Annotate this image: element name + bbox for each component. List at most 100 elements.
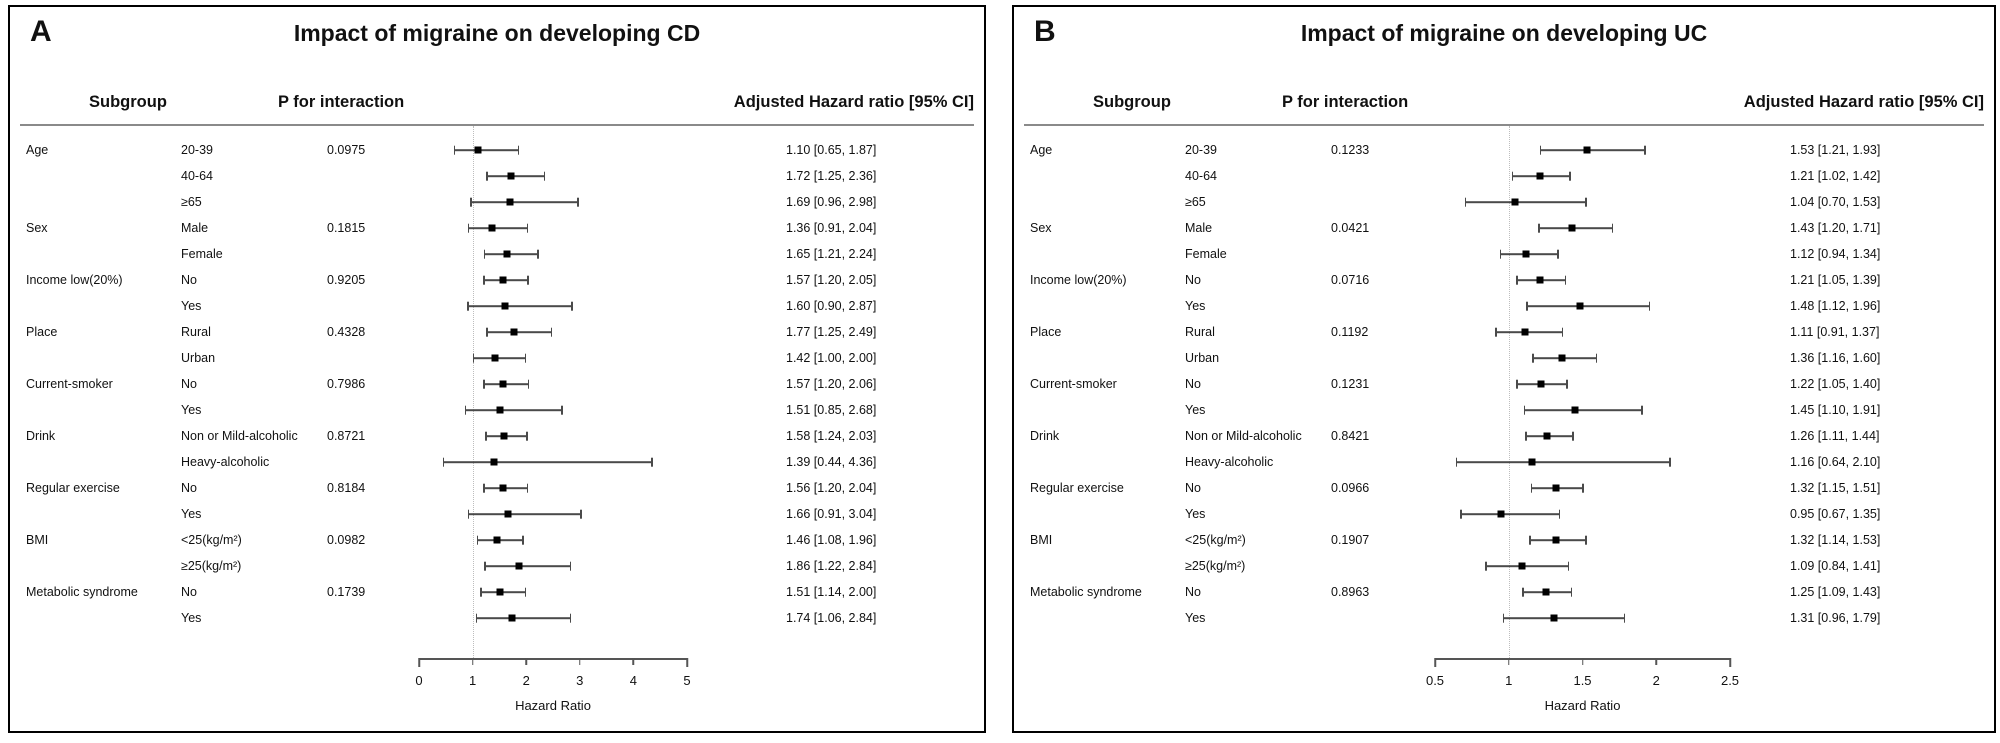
point-marker (1521, 328, 1529, 336)
point-marker (499, 484, 507, 492)
hr-ci-text: 1.66 [0.91, 3.04] (786, 507, 877, 521)
forest-row: Yes 1.74 [1.06, 2.84] (10, 605, 984, 631)
forest-row: Yes 0.95 [0.67, 1.35] (1014, 501, 1994, 527)
forest-row: ≥25(kg/m²) 1.86 [1.22, 2.84] (10, 553, 984, 579)
forest-row: ≥25(kg/m²) 1.09 [0.84, 1.41] (1014, 553, 1994, 579)
hr-ci-text: 1.65 [1.21, 2.24] (786, 247, 877, 261)
level-label: Male (181, 221, 209, 235)
forest-row: 40-64 1.21 [1.02, 1.42] (1014, 163, 1994, 189)
p-value: 0.9205 (327, 273, 366, 287)
axis-tick (471, 658, 474, 665)
subgroup-label: BMI (1030, 533, 1053, 547)
hr-ci-text: 1.53 [1.21, 1.93] (1790, 143, 1881, 157)
point-marker (1558, 354, 1566, 362)
axis-tick-label: 0.5 (1425, 673, 1445, 688)
forest-row: Metabolic syndrome No 0.1739 1.51 [1.14,… (10, 579, 984, 605)
point-marker (1528, 458, 1536, 466)
point-marker (515, 562, 523, 570)
p-value: 0.8421 (1331, 429, 1370, 443)
axis-tick-label: 5 (683, 673, 691, 688)
ci-plot (419, 449, 687, 475)
ci-plot (419, 189, 687, 215)
ci-bar (1538, 227, 1614, 229)
forest-row: Yes 1.66 [0.91, 3.04] (10, 501, 984, 527)
forest-row: Urban 1.42 [1.00, 2.00] (10, 345, 984, 371)
hr-ci-text: 1.72 [1.25, 2.36] (786, 169, 877, 183)
forest-row: Age 20-39 0.1233 1.53 [1.21, 1.93] (1014, 137, 1994, 163)
forest-row: BMI <25(kg/m²) 0.1907 1.32 [1.14, 1.53] (1014, 527, 1994, 553)
rows: Age 20-39 0.1233 1.53 [1.21, 1.93] 40-64… (1014, 137, 1994, 631)
ci-plot (419, 163, 687, 189)
p-value: 0.0966 (1331, 481, 1370, 495)
forest-row: Place Rural 0.4328 1.77 [1.25, 2.49] (10, 319, 984, 345)
ci-plot (1435, 189, 1730, 215)
point-marker (1536, 172, 1544, 180)
ci-bar (1460, 513, 1561, 515)
forest-row: Current-smoker No 0.1231 1.22 [1.05, 1.4… (1014, 371, 1994, 397)
ci-plot (1435, 553, 1730, 579)
ci-bar (464, 409, 563, 411)
ci-plot (1435, 293, 1730, 319)
ci-plot (419, 397, 687, 423)
level-label: Female (181, 247, 223, 261)
point-marker (1537, 380, 1545, 388)
level-label: 20-39 (181, 143, 213, 157)
axis-tick-label: 1 (468, 673, 477, 688)
hr-ci-text: 1.43 [1.20, 1.71] (1790, 221, 1881, 235)
axis-tick (1729, 658, 1731, 667)
x-axis: Hazard Ratio 0 1 2 3 4 5 (415, 651, 691, 721)
ci-bar (470, 201, 579, 203)
point-marker (1497, 510, 1505, 518)
level-label: Urban (181, 351, 216, 365)
forest-row: Yes 1.45 [1.10, 1.91] (1014, 397, 1994, 423)
header-rule (20, 124, 974, 126)
ci-plot (1435, 501, 1730, 527)
ci-plot (1435, 579, 1730, 605)
ci-bar (486, 175, 546, 177)
point-marker (510, 328, 518, 336)
hr-ci-text: 1.51 [1.14, 2.00] (786, 585, 877, 599)
forest-row: Yes 1.60 [0.90, 2.87] (10, 293, 984, 319)
level-label: No (181, 273, 197, 287)
ci-plot (1435, 215, 1730, 241)
ci-plot (1435, 397, 1730, 423)
forest-panel-uc: B Impact of migraine on developing UC Su… (1012, 5, 1996, 733)
point-marker (504, 510, 512, 518)
hr-ci-text: 1.26 [1.11, 1.44] (1790, 429, 1880, 443)
ci-plot (1435, 423, 1730, 449)
level-label: 40-64 (181, 169, 213, 183)
level-label: Yes (1185, 299, 1206, 313)
point-marker (1522, 250, 1530, 258)
axis-tick (686, 658, 688, 667)
hr-ci-text: 1.45 [1.10, 1.91] (1790, 403, 1881, 417)
point-marker (1552, 484, 1560, 492)
rows: Age 20-39 0.0975 1.10 [0.65, 1.87] 40-64… (10, 137, 984, 631)
axis-tick-label: 4 (629, 673, 638, 688)
ci-bar (1495, 331, 1564, 333)
column-header-hazard-ratio: Adjusted Hazard ratio [95% CI] (733, 93, 974, 111)
subgroup-label: Drink (26, 429, 56, 443)
point-marker (1583, 146, 1591, 154)
hr-ci-text: 1.11 [0.91, 1.37] (1790, 325, 1880, 339)
point-marker (503, 250, 511, 258)
x-axis: Hazard Ratio 0.5 1 1.5 2 2.5 (1426, 651, 1739, 721)
level-label: Rural (1185, 325, 1215, 339)
hr-ci-text: 1.86 [1.22, 2.84] (786, 559, 877, 573)
point-marker (501, 302, 509, 310)
ci-plot (1435, 345, 1730, 371)
level-label: No (1185, 273, 1201, 287)
subgroup-label: Income low(20%) (1030, 273, 1127, 287)
ci-bar (1464, 201, 1587, 203)
hr-ci-text: 1.21 [1.02, 1.42] (1790, 169, 1881, 183)
hr-ci-text: 1.56 [1.20, 2.04] (786, 481, 877, 495)
ci-plot (419, 293, 687, 319)
ci-plot (419, 137, 687, 163)
ci-bar (472, 357, 527, 359)
ci-bar (1485, 565, 1570, 567)
x-axis-line (419, 658, 687, 660)
forest-row: Heavy-alcoholic 1.16 [0.64, 2.10] (1014, 449, 1994, 475)
axis-tick (418, 658, 420, 667)
forest-row: Age 20-39 0.0975 1.10 [0.65, 1.87] (10, 137, 984, 163)
p-value: 0.1192 (1331, 325, 1369, 339)
forest-row: Female 1.12 [0.94, 1.34] (1014, 241, 1994, 267)
